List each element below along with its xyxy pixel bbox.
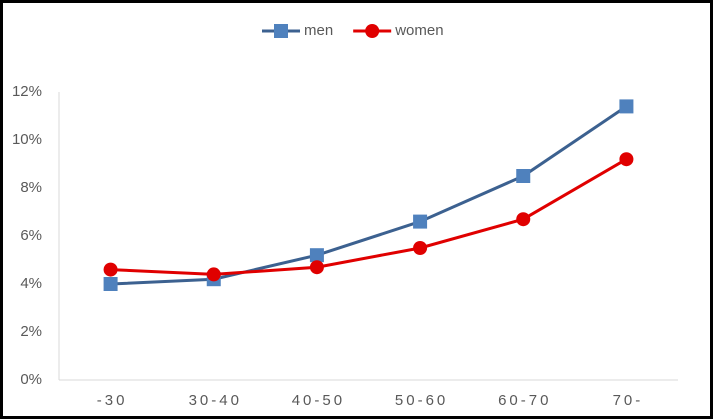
legend-marker [365,24,380,38]
y-tick-label: 2% [20,323,42,340]
point [206,267,221,282]
y-tick-label: 6% [20,227,42,244]
y-tick-label: 8% [20,179,42,196]
point [413,214,428,229]
legend-label: women [394,22,443,39]
point [516,212,531,227]
series-line [110,157,628,276]
legend-marker [274,24,288,38]
y-tick-label: 12% [12,83,42,100]
point [309,260,324,275]
y-tick-label: 4% [20,275,42,292]
point [619,152,634,167]
x-tick-label: 30-40 [189,392,242,409]
point [413,241,428,255]
x-tick-label: -30 [97,392,128,409]
point [103,277,118,291]
series-line [110,105,628,286]
point [516,169,531,183]
x-tick-label: 70- [613,392,644,409]
point [309,248,324,263]
x-tick-label: 60-70 [498,392,551,409]
y-tick-label: 10% [12,131,42,148]
point [103,262,118,277]
x-tick-label: 50-60 [395,392,448,409]
x-tick-label: 40-50 [292,392,345,409]
legend-label: men [304,22,333,39]
y-tick-label: 0% [20,371,42,388]
point [619,99,634,114]
